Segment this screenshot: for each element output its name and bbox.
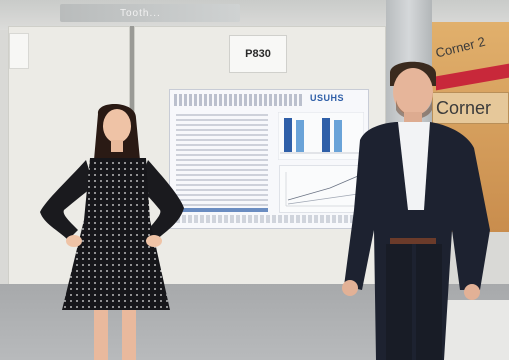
research-poster: USUHS	[170, 90, 368, 228]
pinned-note	[10, 34, 28, 68]
poster-text-column	[176, 114, 268, 206]
corner-sign-box: Corner	[432, 92, 509, 124]
board-number-text: P830	[245, 48, 271, 60]
poster-accent-strip	[176, 208, 268, 212]
poster-footer	[176, 215, 362, 223]
poster-bar	[334, 120, 342, 152]
poster-line-chart	[280, 166, 364, 212]
ceiling-sign-text: Tooth...	[120, 8, 161, 19]
poster-bar-chart	[278, 112, 364, 160]
woman-presenter	[40, 103, 184, 360]
man-presenter	[342, 61, 490, 360]
poster-title	[174, 94, 304, 106]
corner-sign-box-text: Corner	[436, 97, 492, 118]
poster-bar	[284, 118, 292, 152]
board-number-card: P830	[230, 36, 286, 72]
poster-bar	[322, 118, 330, 152]
poster-bar	[296, 120, 304, 152]
ceiling-fixture	[60, 4, 240, 22]
poster-logo: USUHS	[310, 93, 345, 103]
